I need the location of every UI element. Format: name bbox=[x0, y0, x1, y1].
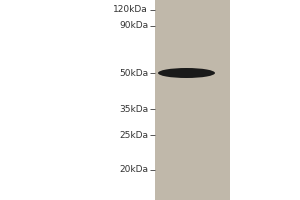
Text: 25kDa: 25kDa bbox=[119, 130, 148, 140]
Text: 90kDa: 90kDa bbox=[119, 21, 148, 30]
Ellipse shape bbox=[158, 68, 215, 78]
Text: 35kDa: 35kDa bbox=[119, 104, 148, 114]
Bar bbox=[155, 0, 230, 200]
Text: 20kDa: 20kDa bbox=[119, 166, 148, 174]
Text: 120kDa: 120kDa bbox=[113, 5, 148, 15]
Text: 50kDa: 50kDa bbox=[119, 68, 148, 77]
